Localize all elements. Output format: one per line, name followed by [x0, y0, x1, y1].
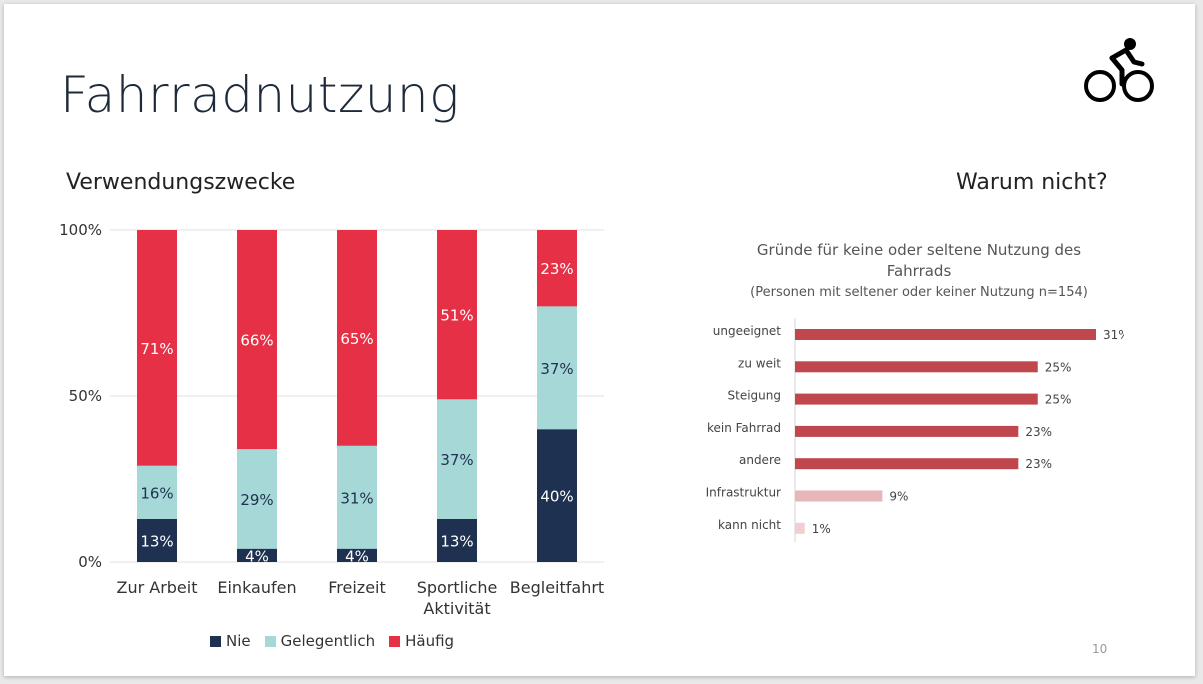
bicycle-rider-icon	[1082, 36, 1154, 106]
x-tick-label: Aktivität	[423, 599, 490, 618]
bar	[795, 425, 1019, 437]
data-label: 37%	[540, 360, 573, 378]
page-title: Fahrradnutzung	[60, 66, 460, 124]
data-label: 4%	[345, 547, 369, 565]
data-label: 51%	[440, 307, 473, 325]
y-tick-label: 0%	[78, 553, 102, 571]
stacked-bar-chart: 0% 50% 100% 13% 16% 71% Zur Arbeit 4% 29% 66% Eink…	[59, 221, 604, 618]
data-label: 31%	[340, 489, 373, 507]
bar-segment	[337, 230, 377, 446]
legend-item-nie: Nie	[210, 632, 251, 650]
data-label: 9%	[889, 490, 908, 504]
page-number: 10	[1092, 642, 1108, 656]
right-subtitle: Warum nicht?	[956, 170, 1108, 195]
data-label: 13%	[440, 532, 473, 550]
x-tick-label: Einkaufen	[217, 578, 296, 597]
slide: Fahrradnutzung Verwendungszwecke Warum n…	[4, 4, 1195, 676]
data-label: 71%	[140, 340, 173, 358]
data-label: 37%	[440, 451, 473, 469]
legend-item-gelegentlich: Gelegentlich	[264, 632, 375, 650]
x-tick-label: Sportliche	[417, 578, 498, 597]
bar-segment	[437, 230, 477, 400]
data-label: 23%	[540, 260, 573, 278]
bar-segment	[337, 445, 377, 549]
bar-segment	[337, 548, 377, 562]
category-label: kann nicht	[718, 518, 781, 532]
bar-segment	[137, 518, 177, 562]
bar-segment	[537, 306, 577, 430]
bar-segment	[137, 465, 177, 519]
data-label: 65%	[340, 330, 373, 348]
bar	[795, 361, 1038, 373]
category-label: Steigung	[728, 389, 781, 403]
category-label: Infrastruktur	[706, 486, 781, 500]
bar-segment	[237, 230, 277, 450]
data-label: 23%	[1025, 425, 1052, 439]
data-label: 4%	[245, 547, 269, 565]
bar-segment	[237, 548, 277, 562]
reasons-chart-title: Gründe für keine oder seltene Nutzung de…	[756, 241, 1082, 280]
bar	[795, 522, 805, 534]
x-tick-label: Freizeit	[328, 578, 386, 597]
chart-legend: Nie Gelegentlich Häufig	[210, 632, 454, 650]
reasons-chart-note: (Personen mit seltener oder keiner Nutzu…	[750, 285, 1088, 300]
data-label: 23%	[1025, 457, 1052, 471]
y-tick-label: 50%	[69, 387, 102, 405]
bar-segment	[537, 429, 577, 562]
x-tick-label: Zur Arbeit	[116, 578, 197, 597]
bar-segment	[237, 449, 277, 549]
bar	[795, 393, 1038, 405]
x-tick-label: Begleitfahrt	[510, 578, 604, 597]
bar-segment	[137, 230, 177, 466]
legend-item-haeufig: Häufig	[389, 632, 454, 650]
legend-swatch	[389, 636, 401, 647]
legend-swatch	[210, 636, 221, 647]
category-label: zu weit	[738, 356, 781, 370]
data-label: 16%	[140, 484, 173, 502]
bar-segment	[537, 230, 577, 307]
data-label: 29%	[240, 491, 273, 509]
data-label: 66%	[240, 332, 273, 350]
bar	[795, 490, 883, 502]
data-label: 25%	[1045, 360, 1072, 374]
bar	[795, 329, 1096, 340]
bar	[795, 458, 1019, 470]
data-label: 13%	[140, 532, 173, 550]
data-label: 25%	[1045, 393, 1072, 407]
category-label: ungeeignet	[713, 324, 782, 338]
y-tick-label: 100%	[59, 221, 102, 239]
category-label: andere	[739, 453, 781, 467]
legend-swatch	[264, 636, 276, 647]
data-label: 40%	[540, 488, 573, 506]
category-label: kein Fahrrad	[707, 421, 781, 435]
data-label: 1%	[812, 522, 831, 536]
horizontal-bar-chart: ungeeignet 31% zu weit 25% Steigung 25% kein F…	[706, 318, 1124, 542]
bar-segment	[437, 399, 477, 519]
data-label: 31%	[1103, 328, 1124, 342]
left-subtitle: Verwendungszwecke	[66, 170, 296, 195]
bar-segment	[437, 518, 477, 562]
